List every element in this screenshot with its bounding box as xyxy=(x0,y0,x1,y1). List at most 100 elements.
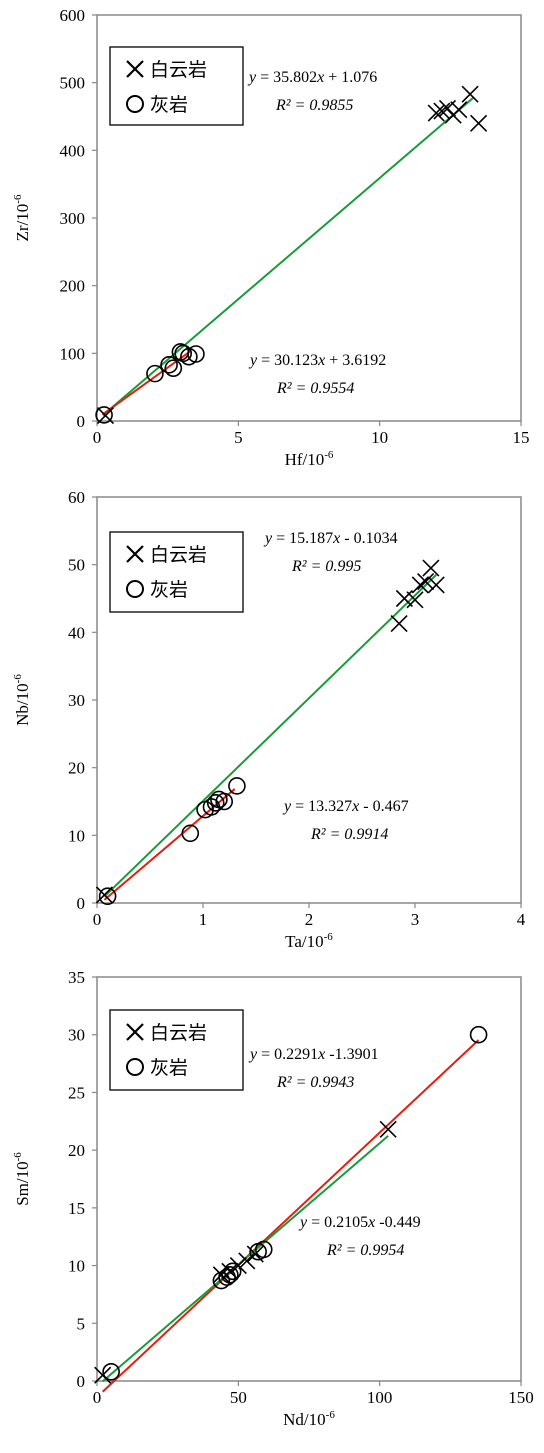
regression-equation: y = 30.123x + 3.6192 xyxy=(248,352,386,369)
legend-box xyxy=(109,1009,244,1091)
trend-line xyxy=(103,788,236,901)
y-tick-label: 0 xyxy=(77,412,86,431)
y-tick-label: 0 xyxy=(77,894,86,913)
legend-label-dolomite: 白云岩 xyxy=(150,1022,207,1044)
dolomite-point xyxy=(406,591,424,609)
legend-label-dolomite: 白云岩 xyxy=(150,544,207,566)
y-tick-label: 400 xyxy=(60,141,86,160)
dolomite-point xyxy=(422,559,440,577)
x-axis-label: Ta/10-6 xyxy=(285,931,333,951)
dolomite-point xyxy=(379,1120,397,1138)
y-tick-label: 35 xyxy=(68,968,85,987)
y-tick-label: 50 xyxy=(68,556,85,575)
r-squared-label: R² = 0.9954 xyxy=(326,1242,404,1259)
legend-label-limestone: 灰岩 xyxy=(150,1057,188,1079)
r-squared-label: R² = 0.9943 xyxy=(276,1074,354,1091)
limestone-point xyxy=(98,887,117,906)
x-tick-label: 3 xyxy=(411,910,420,929)
y-axis-label: Nb/10-6 xyxy=(12,674,32,726)
dolomite-point xyxy=(417,573,435,591)
dolomite-point xyxy=(450,101,468,119)
y-tick-label: 600 xyxy=(60,6,86,25)
plot-frame xyxy=(96,976,522,1382)
legend-x-marker xyxy=(126,1023,144,1041)
dolomite-point xyxy=(433,102,451,120)
y-tick-label: 60 xyxy=(68,488,85,507)
legend-o-marker xyxy=(126,95,144,113)
y-axis-label: Sm/10-6 xyxy=(12,1152,32,1206)
legend-x-marker xyxy=(126,60,144,78)
legend-x-marker xyxy=(126,545,144,563)
legend-box xyxy=(109,531,244,613)
y-axis-label: Zr/10-6 xyxy=(12,194,32,241)
limestone-point xyxy=(160,356,178,374)
y-tick-label: 300 xyxy=(60,209,86,228)
y-tick-label: 40 xyxy=(68,623,85,642)
trend-line xyxy=(103,574,437,898)
limestone-point xyxy=(254,1240,273,1259)
limestone-point xyxy=(469,1025,488,1044)
limestone-point xyxy=(181,824,200,843)
limestone-point xyxy=(102,1362,120,1381)
r-squared-label: R² = 0.9554 xyxy=(276,380,354,397)
regression-equation: y = 15.187x - 0.1034 xyxy=(263,530,398,547)
limestone-point xyxy=(218,1268,236,1286)
dolomite-point xyxy=(238,1252,256,1270)
regression-equation: y = 13.327x - 0.467 xyxy=(282,798,409,815)
x-tick-label: 4 xyxy=(517,910,526,929)
r-squared-label: R² = 0.9914 xyxy=(310,826,388,843)
limestone-point xyxy=(223,1262,242,1281)
regression-equation: y = 0.2291x -1.3901 xyxy=(248,1046,379,1063)
y-tick-label: 100 xyxy=(60,344,86,363)
trend-line xyxy=(102,97,474,417)
x-tick-label: 5 xyxy=(234,428,243,447)
legend-o-marker xyxy=(126,580,144,598)
x-tick-label: 0 xyxy=(93,428,102,447)
limestone-point xyxy=(215,792,233,811)
legend-label-limestone: 灰岩 xyxy=(150,94,188,116)
y-tick-label: 25 xyxy=(68,1083,85,1102)
x-tick-label: 2 xyxy=(305,910,314,929)
x-tick-label: 1 xyxy=(199,910,208,929)
x-tick-label: 10 xyxy=(371,428,388,447)
dolomite-point xyxy=(461,85,479,103)
dolomite-point xyxy=(411,576,429,594)
y-tick-label: 20 xyxy=(68,1141,85,1160)
x-tick-label: 100 xyxy=(367,1388,393,1407)
limestone-point xyxy=(164,359,183,378)
limestone-point xyxy=(95,406,113,424)
y-tick-label: 30 xyxy=(68,691,85,710)
dolomite-point xyxy=(470,114,488,132)
limestone-point xyxy=(180,347,198,366)
regression-equation: y = 0.2105x -0.449 xyxy=(298,1214,421,1231)
y-tick-label: 500 xyxy=(60,74,86,93)
y-tick-label: 0 xyxy=(77,1372,86,1391)
r-squared-label: R² = 0.995 xyxy=(291,558,361,575)
r-squared-label: R² = 0.9855 xyxy=(275,97,353,114)
y-tick-label: 5 xyxy=(77,1314,86,1333)
limestone-point xyxy=(187,345,205,363)
limestone-point xyxy=(146,364,164,383)
trend-line xyxy=(101,1039,480,1393)
y-tick-label: 30 xyxy=(68,1026,85,1045)
y-tick-label: 15 xyxy=(68,1199,85,1218)
x-axis-label: Nd/10-6 xyxy=(283,1409,335,1429)
x-tick-label: 0 xyxy=(93,1388,102,1407)
legend-o-marker xyxy=(126,1058,144,1076)
y-tick-label: 200 xyxy=(60,277,86,296)
x-tick-label: 15 xyxy=(513,428,530,447)
dolomite-point xyxy=(94,1366,112,1384)
dolomite-point xyxy=(390,614,408,633)
y-tick-label: 10 xyxy=(68,826,85,845)
x-axis-label: Hf/10-6 xyxy=(285,449,334,469)
limestone-point xyxy=(206,794,225,812)
limestone-point xyxy=(228,777,246,795)
chart-1: 0 5 10 15 0 100 200 300 400 500 600 Hf/10-6 Zr/10-6 白… xyxy=(12,6,530,469)
legend-label-limestone: 灰岩 xyxy=(150,579,188,601)
x-tick-label: 150 xyxy=(508,1388,534,1407)
